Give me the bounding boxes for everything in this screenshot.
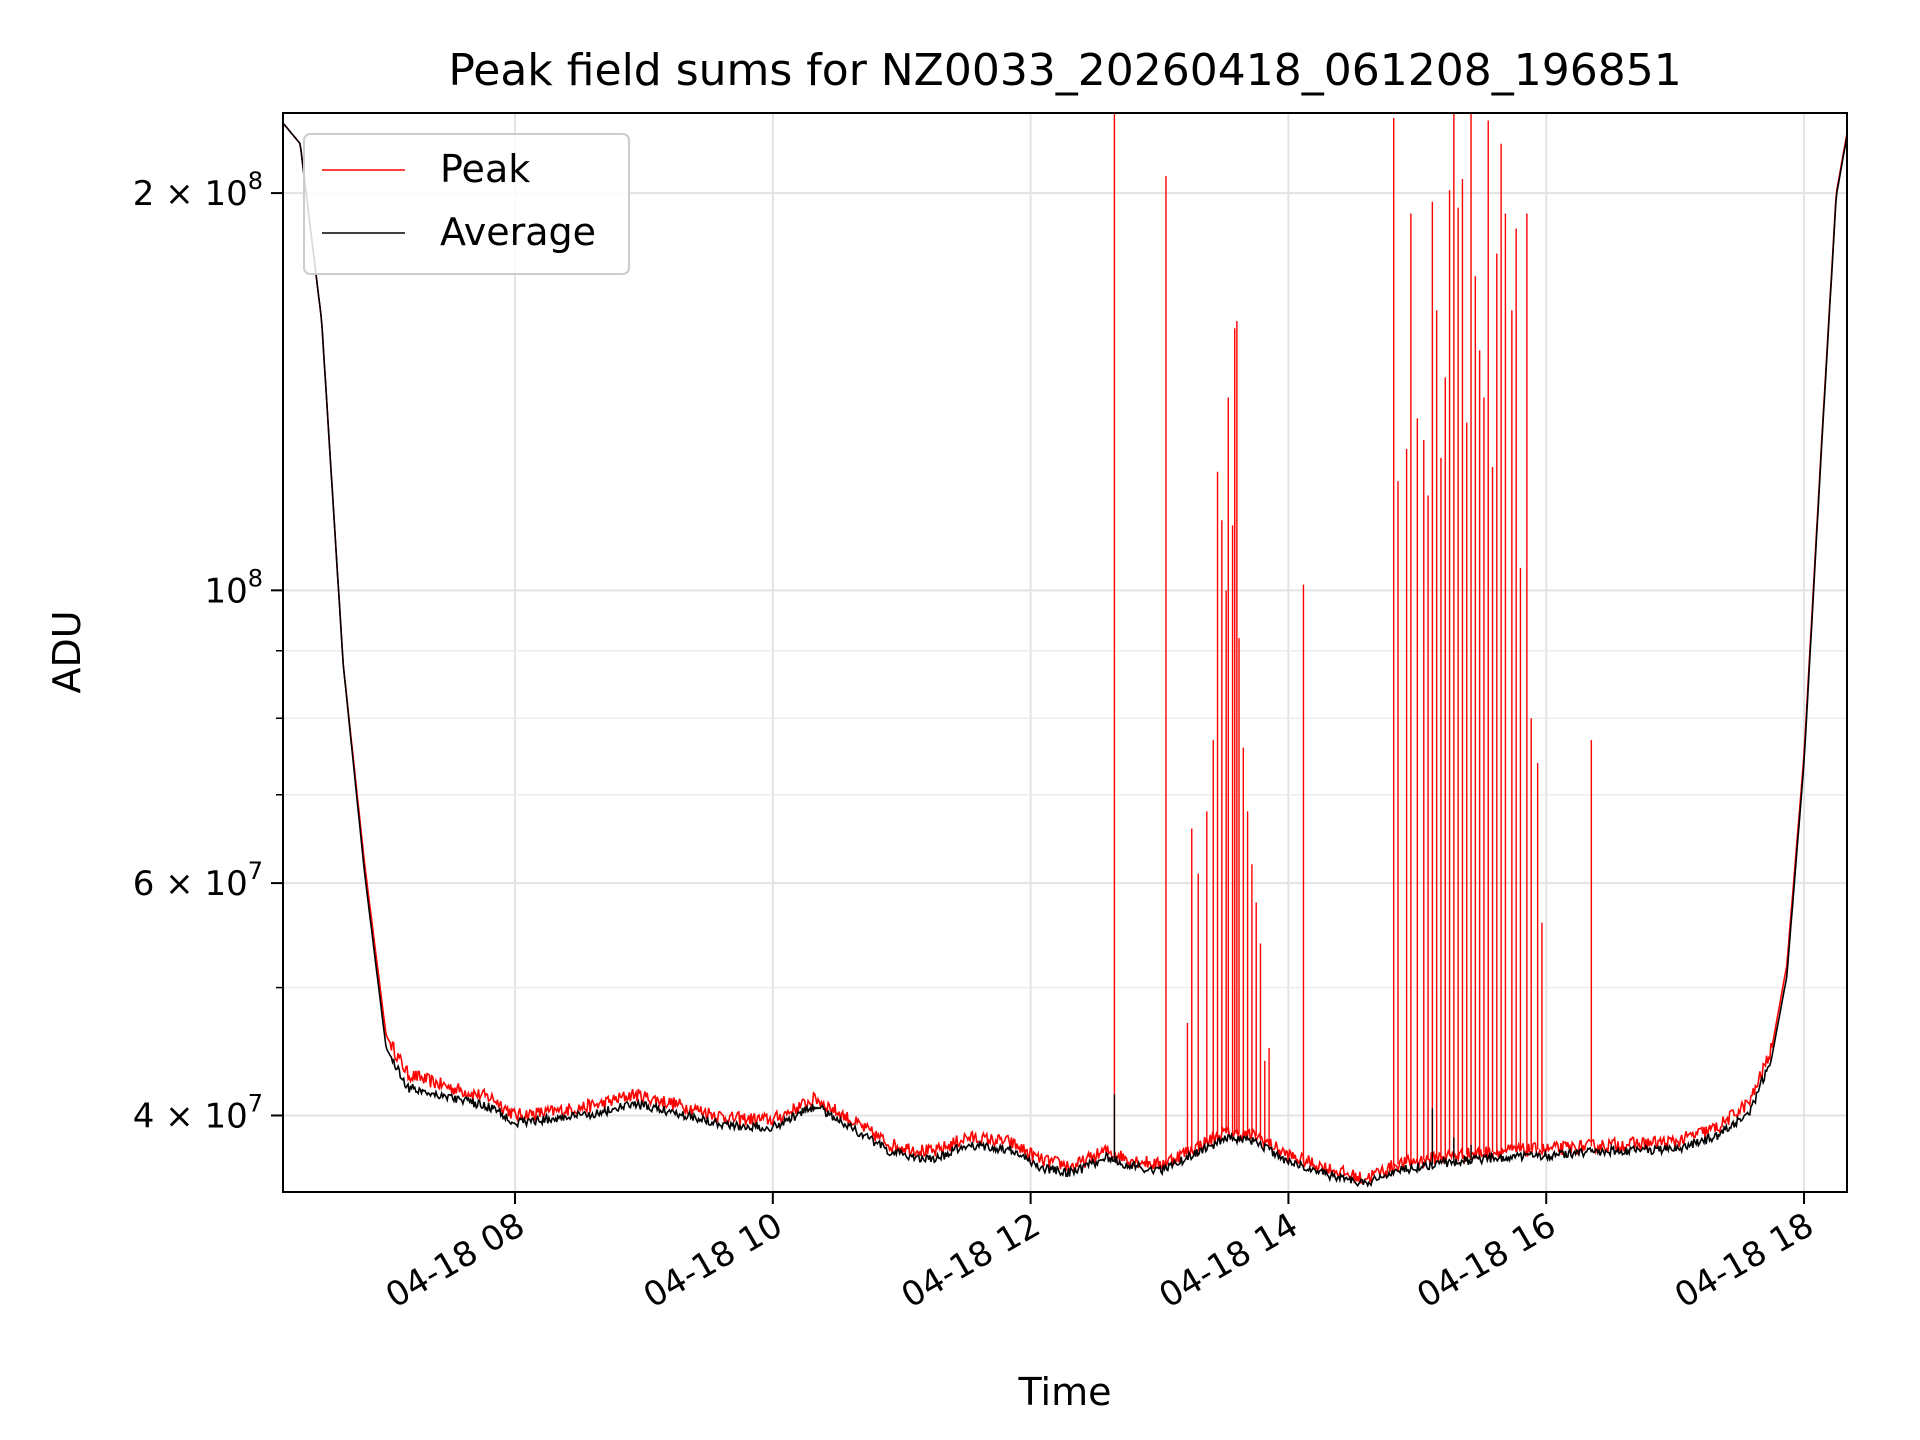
series-line-peak [282, 122, 1848, 1184]
series-layer [282, 113, 1848, 1188]
plot-frame [282, 112, 1848, 1193]
x-axis-label: Time [1018, 1370, 1112, 1414]
y-tick-label: 6 × 107 [133, 857, 263, 904]
y-tick-label: 108 [204, 564, 263, 611]
grid [283, 113, 1847, 1192]
legend: Peak Average [303, 133, 630, 275]
y-axis-label: ADU [45, 610, 89, 693]
legend-box [303, 133, 630, 275]
series-line-average [282, 122, 1848, 1188]
legend-label-average: Average [440, 210, 596, 254]
y-tick-label: 4 × 107 [133, 1089, 263, 1136]
chart-title: Peak field sums for NZ0033_20260418_0612… [448, 45, 1681, 96]
y-tick-label: 2 × 108 [133, 167, 263, 214]
legend-label-peak: Peak [440, 147, 530, 191]
